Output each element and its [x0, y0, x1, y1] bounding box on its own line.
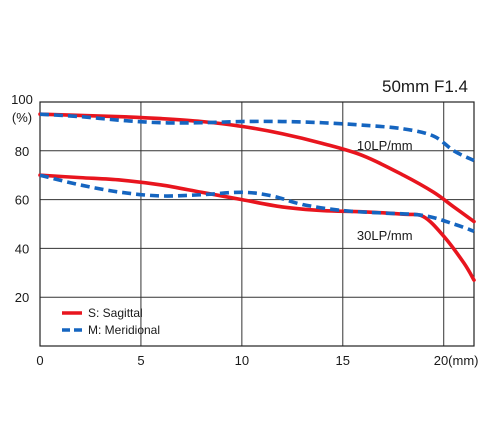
x-tick-label: 15	[336, 353, 350, 368]
annotation-layer: 10LP/mm 30LP/mm	[357, 138, 413, 243]
x-tick-label: 5	[137, 353, 144, 368]
chart-title: 50mm F1.4	[382, 77, 468, 96]
y-axis-unit: (%)	[12, 110, 32, 125]
legend: S: Sagittal M: Meridional	[62, 306, 160, 337]
series-line-s-30lpmm	[38, 173, 476, 282]
x-axis-ticks: 0 5 10 15 20(mm)	[36, 353, 478, 368]
plot-frame	[39, 101, 475, 347]
y-tick-label: 40	[15, 241, 29, 256]
x-tick-label: 20(mm)	[434, 353, 479, 368]
annotation-label: 10LP/mm	[357, 138, 413, 153]
y-axis-ticks: 20 40 60 80 100	[11, 92, 33, 305]
annotation-label: 30LP/mm	[357, 228, 413, 243]
y-tick-label: 100	[11, 92, 33, 107]
y-tick-label: 60	[15, 193, 29, 208]
series-line-m-10lpmm	[39, 112, 475, 163]
x-tick-label: 0	[36, 353, 43, 368]
y-tick-label: 80	[15, 144, 29, 159]
x-tick-label: 10	[235, 353, 249, 368]
legend-label: M: Meridional	[88, 323, 160, 337]
legend-label: S: Sagittal	[88, 306, 143, 320]
series-layer	[38, 112, 476, 282]
series-line-s-10lpmm	[38, 112, 476, 224]
y-tick-label: 20	[15, 290, 29, 305]
